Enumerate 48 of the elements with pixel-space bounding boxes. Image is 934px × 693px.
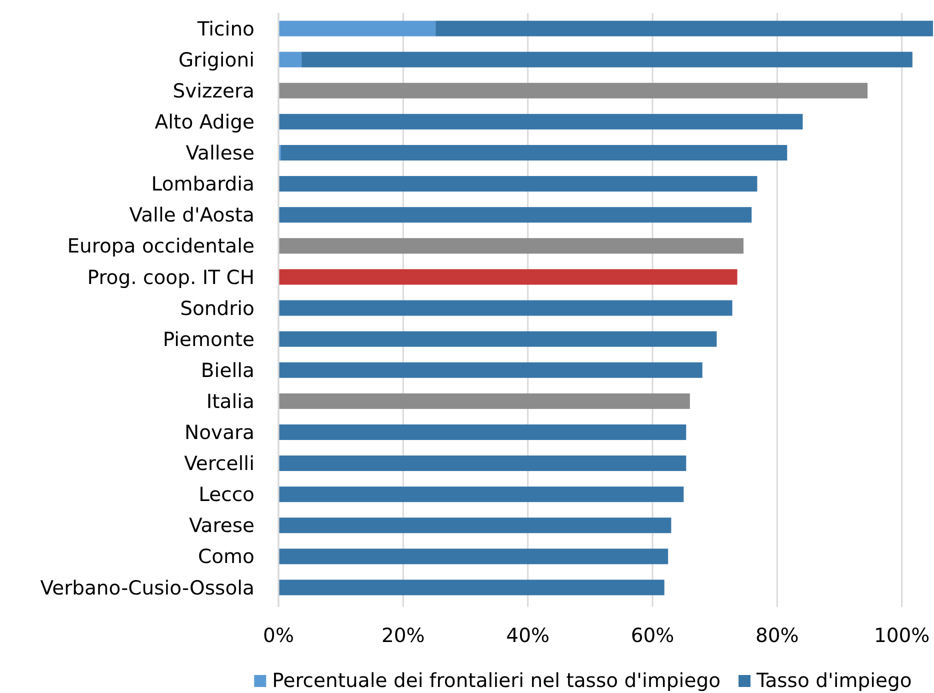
bar: [278, 518, 672, 534]
y-tick-label: Europa occidentale: [67, 234, 254, 258]
bar: [278, 548, 668, 564]
x-tick-label: 100%: [874, 624, 930, 647]
x-tick-label: 60%: [630, 624, 674, 647]
y-tick-label: Lombardia: [151, 172, 254, 196]
bar: [278, 269, 738, 285]
bar: [278, 207, 752, 223]
y-tick-label: Como: [198, 545, 254, 568]
bar: [278, 82, 868, 98]
y-tick-label: Verbano-Cusio-Ossola: [40, 576, 254, 600]
bar: [280, 144, 788, 160]
y-tick-label: Piemonte: [162, 328, 254, 351]
y-tick-label: Vercelli: [184, 452, 254, 476]
bar: [436, 20, 933, 36]
bar: [278, 362, 702, 378]
legend-label: Percentuale dei frontalieri nel tasso d'impiego: [272, 669, 721, 692]
y-tick-label: Biella: [200, 358, 254, 382]
y-tick-label: Svizzera: [172, 79, 254, 102]
y-tick-label: Grigioni: [178, 48, 254, 72]
y-tick-label: Novara: [184, 421, 254, 444]
bar: [278, 393, 690, 409]
bar: [278, 238, 744, 254]
bar: [278, 456, 686, 472]
bar: [278, 300, 732, 316]
bar: [278, 331, 717, 347]
x-tick-label: 40%: [506, 624, 550, 647]
x-tick-label: 80%: [755, 624, 799, 647]
x-tick-label: 0%: [263, 624, 294, 647]
legend-label: Tasso d'impiego: [756, 669, 912, 692]
x-tick-label: 20%: [381, 624, 425, 647]
bar: [302, 52, 912, 68]
bar: [278, 176, 758, 192]
y-tick-label: Ticino: [196, 17, 254, 40]
bar: [278, 486, 684, 502]
y-tick-label: Lecco: [198, 483, 254, 506]
bar: [278, 424, 686, 440]
y-tick-label: Prog. coop. IT CH: [87, 266, 254, 289]
bar: [278, 580, 664, 596]
bar: [278, 114, 803, 130]
bar: [278, 20, 436, 36]
y-tick-label: Valle d'Aosta: [129, 204, 254, 227]
y-tick-label: Italia: [206, 390, 254, 413]
y-tick-label: Alto Adige: [154, 110, 254, 134]
y-tick-label: Sondrio: [180, 296, 254, 320]
y-tick-label: Vallese: [186, 142, 254, 165]
y-tick-label: Varese: [188, 514, 254, 538]
bar: [278, 52, 302, 68]
